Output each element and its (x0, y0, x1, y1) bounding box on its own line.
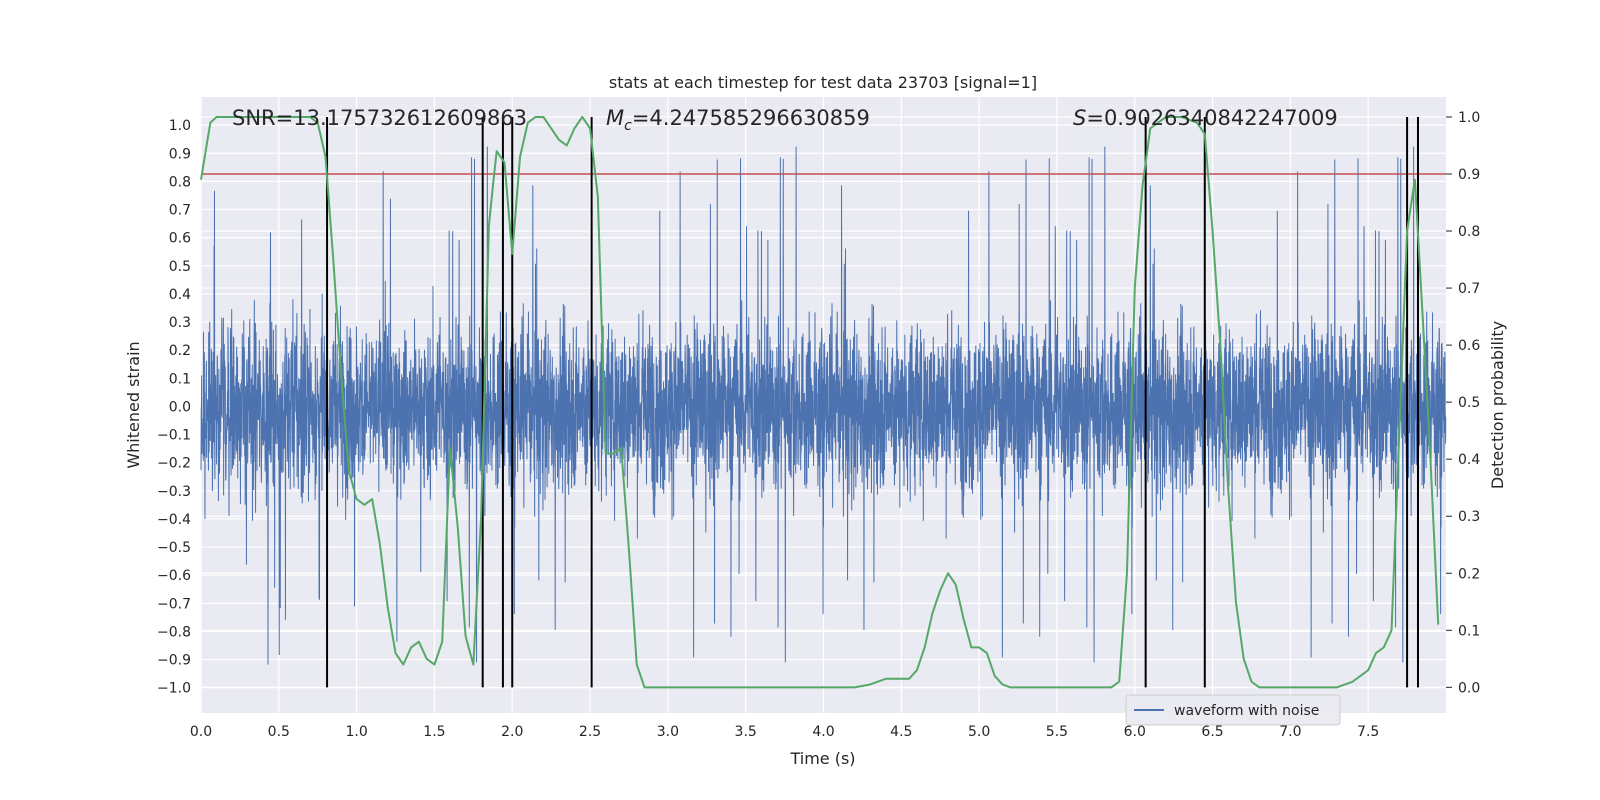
y2-tick-label: 0.0 (1458, 680, 1480, 696)
y2-tick-label: 0.2 (1458, 566, 1480, 582)
x-tick-label: 4.5 (890, 724, 912, 740)
y-tick-label: 0.4 (169, 287, 191, 303)
x-tick-label: 7.5 (1357, 724, 1379, 740)
y2-tick-label: 0.3 (1458, 509, 1480, 525)
x-axis-label: Time (s) (789, 749, 855, 768)
y-tick-label: −0.8 (157, 624, 191, 640)
y2-tick-labels: 1.0 0.9 0.8 0.7 0.6 0.5 0.4 0.3 0.2 0.1 0.0 (1446, 110, 1480, 696)
chirp-mass-value: =4.247585296630859 (632, 106, 870, 130)
y2-tick-label: 0.9 (1458, 167, 1480, 183)
x-tick-label: 0.0 (190, 724, 212, 740)
y-tick-label: 0.9 (169, 146, 191, 162)
spin-value: =0.9026340842247009 (1086, 106, 1337, 130)
x-tick-label: 5.0 (968, 724, 990, 740)
detection-probability-line (200, 115, 1440, 689)
spin-annotation: S=0.9026340842247009 (1073, 106, 1338, 130)
y-tick-label: 0.0 (169, 399, 191, 415)
y2-axis-label: Detection probability (1488, 321, 1507, 489)
snr-annotation: SNR=13.175732612609863 (232, 106, 527, 130)
y-tick-label: 0.5 (169, 259, 191, 275)
x-tick-label: 1.0 (345, 724, 367, 740)
y2-tick-label: 1.0 (1458, 110, 1480, 126)
detection-probability-series (200, 115, 1440, 689)
y-tick-label: −1.0 (157, 681, 191, 697)
x-tick-label: 3.5 (735, 724, 757, 740)
y-tick-label: 1.0 (169, 118, 191, 134)
y-tick-labels: 1.0 0.9 0.8 0.7 0.6 0.5 0.4 0.3 0.2 0.1 0.0 −0.1 −0.… (157, 118, 191, 697)
waveform-with-noise-series (200, 146, 1447, 665)
y2-tick-label: 0.6 (1458, 338, 1480, 354)
y-tick-label: −0.2 (157, 456, 191, 472)
y-tick-label: −0.7 (157, 596, 191, 612)
y2-tick-label: 0.5 (1458, 395, 1480, 411)
y-tick-label: −0.3 (157, 484, 191, 500)
y-tick-label: 0.8 (169, 174, 191, 190)
waveform-with-noise-line (200, 146, 1447, 665)
y-axis-label: Whitened strain (124, 341, 143, 468)
x-tick-label: 2.0 (501, 724, 523, 740)
y2-tick-label: 0.8 (1458, 224, 1480, 240)
y-tick-label: −0.5 (157, 540, 191, 556)
spin-symbol: S (1073, 106, 1086, 130)
y-tick-label: −0.6 (157, 568, 191, 584)
x-tick-label: 5.5 (1046, 724, 1068, 740)
y2-tick-label: 0.4 (1458, 452, 1480, 468)
x-tick-label: 2.5 (579, 724, 601, 740)
x-tick-label: 3.0 (657, 724, 679, 740)
legend-label-waveform: waveform with noise (1174, 703, 1319, 719)
x-tick-label: 1.5 (423, 724, 445, 740)
y2-tick-label: 0.7 (1458, 281, 1480, 297)
marker-vertical-lines (326, 116, 1419, 688)
y-tick-label: −0.4 (157, 512, 191, 528)
chirp-mass-annotation: Mc=4.247585296630859 (606, 106, 870, 134)
y-tick-label: 0.3 (169, 315, 191, 331)
y-tick-label: 0.1 (169, 371, 191, 387)
x-tick-label: 7.0 (1279, 724, 1301, 740)
chart-title: stats at each timestep for test data 237… (609, 73, 1037, 92)
y-tick-label: −0.9 (157, 653, 191, 669)
x-tick-label: 6.5 (1201, 724, 1223, 740)
y-tick-label: −0.1 (157, 428, 191, 444)
x-tick-label: 6.0 (1124, 724, 1146, 740)
legend-box (1125, 694, 1341, 726)
chirp-mass-subscript: c (624, 118, 632, 134)
chirp-mass-symbol: M (606, 106, 624, 130)
y-tick-label: 0.7 (169, 203, 191, 219)
x-tick-labels: 0.0 0.5 1.0 1.5 2.0 2.5 3.0 3.5 4.0 4.5 5.0 5.5 6.0 6… (190, 724, 1379, 740)
y2-tick-label: 0.1 (1458, 623, 1480, 639)
y-tick-label: 0.6 (169, 231, 191, 247)
legend: waveform with noise (1125, 694, 1341, 726)
x-tick-label: 4.0 (812, 724, 834, 740)
y-tick-label: 0.2 (169, 343, 191, 359)
x-tick-label: 0.5 (268, 724, 290, 740)
